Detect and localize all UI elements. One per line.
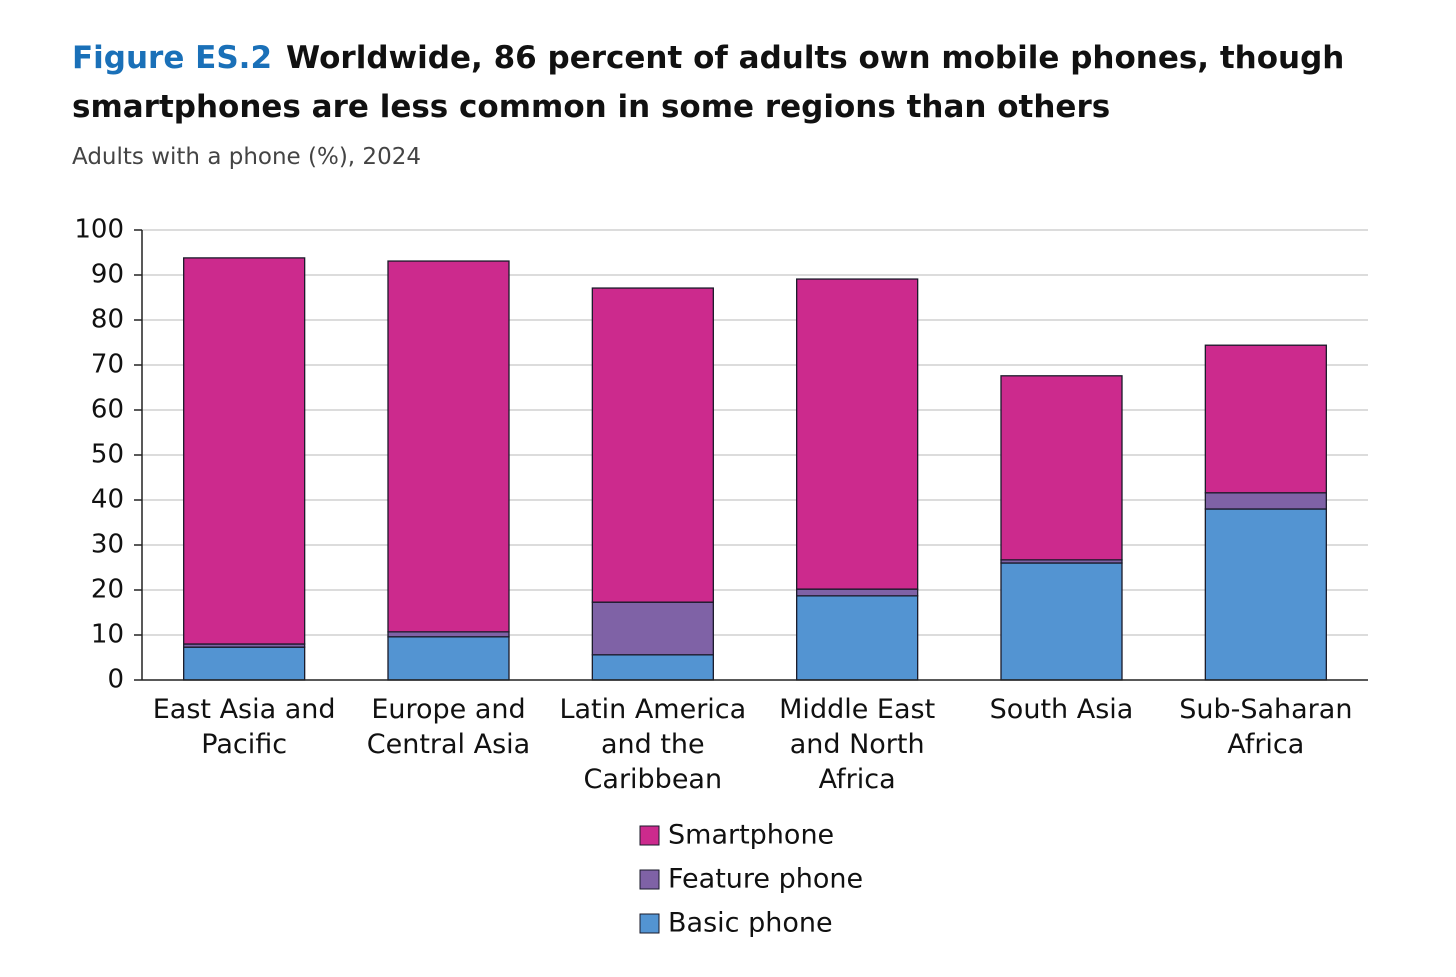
bar-segment bbox=[183, 646, 306, 681]
y-tick-label: 30 bbox=[91, 530, 124, 560]
bar-segment bbox=[796, 588, 919, 597]
y-tick-label: 50 bbox=[91, 440, 124, 470]
y-tick-label: 10 bbox=[91, 620, 124, 650]
legend-swatch bbox=[639, 869, 660, 890]
legend-swatch bbox=[639, 913, 660, 934]
bar-segment bbox=[387, 260, 510, 633]
bar-segment bbox=[796, 278, 919, 590]
legend-label: Smartphone bbox=[668, 820, 834, 851]
y-tick-label: 0 bbox=[107, 665, 124, 695]
bar-segment bbox=[1000, 375, 1123, 561]
bar-segment bbox=[1204, 508, 1327, 681]
y-tick-label: 90 bbox=[91, 260, 124, 290]
bar-segment bbox=[1204, 344, 1327, 494]
bar-segment bbox=[387, 631, 510, 638]
legend-label: Feature phone bbox=[668, 864, 863, 895]
bar-segment bbox=[591, 601, 714, 656]
y-tick-label: 60 bbox=[91, 395, 124, 425]
chart-title: Worldwide, 86 percent of adults own mobi… bbox=[72, 40, 1345, 125]
y-tick-label: 80 bbox=[91, 305, 124, 335]
bar-segment bbox=[1204, 492, 1327, 510]
bar-segment bbox=[591, 287, 714, 603]
x-tick-label: Latin America and the Caribbean bbox=[559, 694, 747, 795]
y-tick-label: 40 bbox=[91, 485, 124, 515]
x-tick-label: Europe and Central Asia bbox=[366, 694, 531, 760]
bar-segment bbox=[183, 257, 306, 645]
bar-segment bbox=[591, 654, 714, 681]
y-tick-label: 70 bbox=[91, 350, 124, 380]
x-tick-label: South Asia bbox=[989, 694, 1134, 725]
chart-subtitle: Adults with a phone (%), 2024 bbox=[72, 144, 421, 170]
legend-swatch bbox=[639, 825, 660, 846]
bar-segment bbox=[796, 595, 919, 681]
bar-segment bbox=[387, 636, 510, 681]
legend-label: Basic phone bbox=[668, 908, 833, 939]
y-tick-label: 20 bbox=[91, 575, 124, 605]
x-tick-label: East Asia and Pacific bbox=[152, 694, 336, 760]
y-tick-label: 100 bbox=[74, 215, 124, 245]
x-tick-label: Middle East and North Africa bbox=[779, 694, 936, 795]
bar-segment bbox=[1000, 562, 1123, 681]
figure-label: Figure ES.2 bbox=[72, 40, 273, 76]
x-tick-label: Sub-Saharan Africa bbox=[1179, 694, 1353, 760]
title-block: Figure ES.2 Worldwide, 86 percent of adul… bbox=[72, 34, 1372, 132]
